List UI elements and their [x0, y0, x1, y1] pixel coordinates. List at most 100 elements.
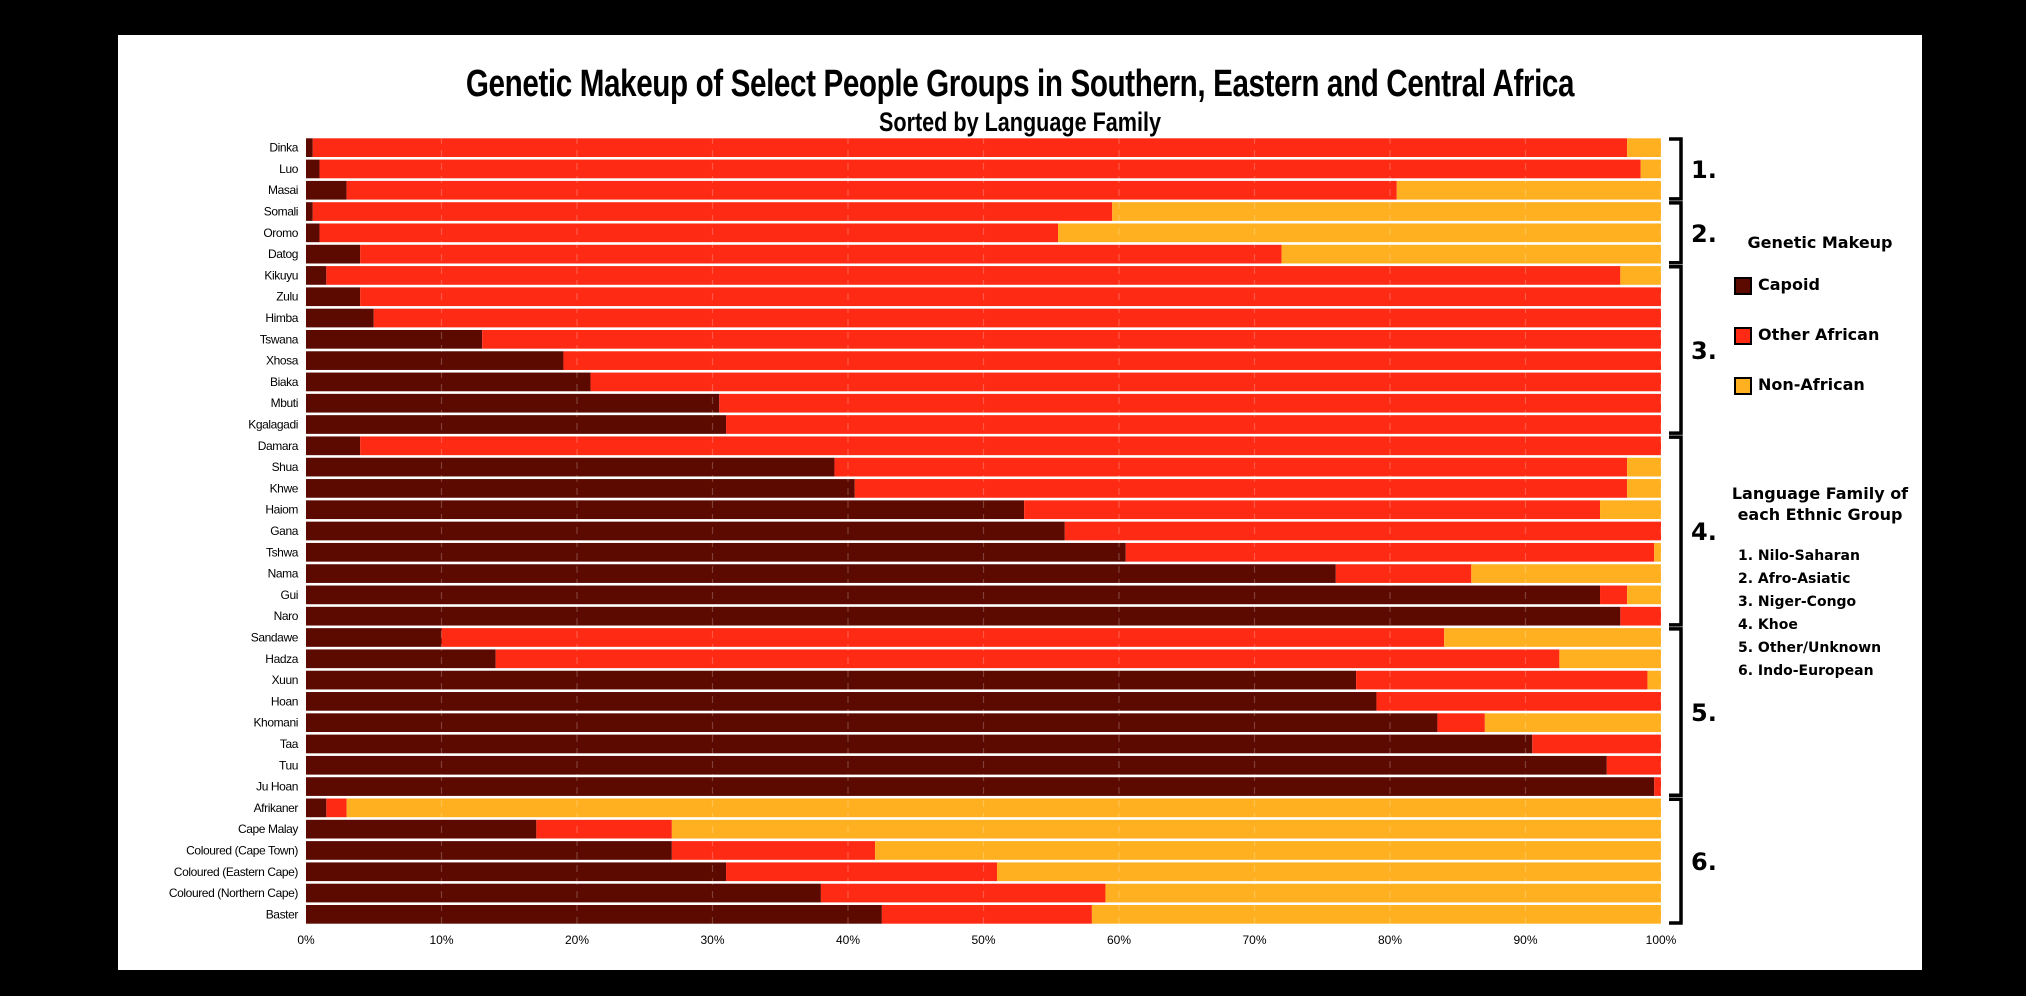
bar-other-african-luo [319, 159, 1641, 179]
bar-other-african-kgalagadi [726, 415, 1661, 434]
chart-title: Genetic Makeup of Select People Groups i… [465, 63, 1575, 105]
bar-non-african-gui [1627, 585, 1661, 605]
bar-capoid-coloured-eastern-cape [306, 862, 727, 882]
category-label: Luo [279, 162, 299, 176]
bar-other-african-tshwa [1125, 542, 1655, 562]
category-label: Oromo [263, 226, 298, 240]
category-label: Nama [268, 567, 299, 581]
bar-other-african-ju-hoan [1654, 777, 1661, 796]
x-tick-label: 50% [971, 933, 995, 947]
bar-other-african-himba [373, 308, 1661, 328]
bar-capoid-taa [306, 734, 1533, 754]
category-label: Baster [266, 907, 299, 921]
bar-other-african-shua [834, 457, 1628, 477]
category-label: Mbuti [271, 396, 298, 410]
group-bracket [1669, 627, 1683, 797]
bar-non-african-dinka [1627, 138, 1661, 157]
bar-non-african-cape-malay [671, 819, 1661, 839]
category-label: Taa [280, 737, 299, 751]
category-label: Khwe [270, 481, 299, 495]
group-bracket [1669, 201, 1683, 265]
bar-non-african-haiom [1600, 500, 1661, 520]
bar-capoid-masai [306, 180, 347, 200]
bar-other-african-coloured-eastern-cape [726, 862, 998, 882]
bar-capoid-zulu [306, 287, 361, 307]
bar-non-african-datog [1281, 244, 1661, 264]
x-tick-label: 80% [1378, 933, 1402, 947]
bar-capoid-shua [306, 457, 835, 477]
bar-non-african-khwe [1627, 479, 1661, 498]
category-label: Sandawe [251, 630, 299, 644]
bar-capoid-baster [306, 905, 882, 924]
stacked-bar-chart: Dinka Luo Masai Somali Oromo Datog Kikuyu Zulu H… [169, 137, 1717, 947]
bar-capoid-biaka [306, 372, 591, 392]
bar-other-african-taa [1532, 734, 1661, 754]
legend-item-non-african: Non-African [1734, 375, 1865, 395]
bar-non-african-nama [1471, 564, 1661, 583]
bar-capoid-xhosa [306, 351, 564, 370]
x-tick-label: 10% [429, 933, 453, 947]
category-label: Gui [281, 588, 298, 602]
category-label: Biaka [270, 375, 299, 389]
bar-other-african-biaka [590, 372, 1661, 392]
bar-other-african-xuun [1356, 670, 1648, 690]
bar-other-african-khwe [854, 479, 1628, 498]
bar-other-african-dinka [312, 138, 1628, 157]
bar-capoid-khomani [306, 713, 1438, 733]
bar-other-african-hadza [495, 649, 1560, 669]
category-label: Masai [268, 183, 298, 197]
bar-other-african-naro [1620, 606, 1661, 626]
bar-other-african-zulu [360, 287, 1662, 307]
bar-other-african-hoan [1376, 692, 1661, 711]
bar-capoid-gana [306, 521, 1065, 541]
language-family-item: 2. Afro-Asiatic [1738, 571, 1851, 587]
bar-non-african-hadza [1559, 649, 1661, 669]
bar-non-african-oromo [1058, 223, 1661, 243]
x-tick-label: 40% [836, 933, 860, 947]
bar-non-african-khomani [1484, 713, 1661, 733]
bar-other-african-kikuyu [326, 266, 1621, 285]
category-label: Datog [268, 247, 298, 261]
group-bracket-label: 4. [1691, 518, 1717, 546]
bar-capoid-afrikaner [306, 798, 327, 818]
bar-non-african-xuun [1647, 670, 1661, 690]
bar-capoid-oromo [306, 223, 320, 243]
x-tick-label: 70% [1242, 933, 1266, 947]
bar-non-african-afrikaner [346, 798, 1661, 818]
category-label: Khomani [253, 716, 298, 730]
bar-non-african-coloured-northern-cape [1105, 883, 1661, 903]
group-bracket [1669, 265, 1683, 435]
bar-capoid-luo [306, 159, 320, 179]
bar-capoid-dinka [306, 138, 313, 157]
bar-capoid-mbuti [306, 393, 720, 413]
bar-other-african-coloured-northern-cape [820, 883, 1106, 903]
bar-other-african-baster [881, 905, 1092, 924]
bar-capoid-tshwa [306, 542, 1126, 562]
bar-capoid-damara [306, 436, 361, 456]
bar-capoid-xuun [306, 670, 1357, 690]
bar-non-african-luo [1640, 159, 1661, 179]
bar-other-african-khomani [1437, 713, 1485, 733]
bar-capoid-coloured-northern-cape [306, 883, 821, 903]
bar-other-african-haiom [1024, 500, 1601, 520]
group-bracket [1669, 797, 1683, 925]
bar-non-african-sandawe [1444, 628, 1661, 647]
bar-other-african-mbuti [719, 393, 1661, 413]
bar-capoid-haiom [306, 500, 1025, 520]
group-bracket-label: 5. [1691, 699, 1717, 727]
bar-capoid-coloured-cape-town [306, 841, 672, 860]
bar-capoid-cape-malay [306, 819, 537, 839]
bar-capoid-tuu [306, 755, 1607, 775]
category-label: Tshwa [266, 545, 299, 559]
language-family-item: 3. Niger-Congo [1738, 594, 1857, 610]
bar-capoid-khwe [306, 479, 855, 498]
chart-panel: Genetic Makeup of Select People Groups i… [118, 35, 1922, 970]
chart-subtitle: Sorted by Language Family [878, 107, 1162, 137]
legend-item-capoid: Capoid [1734, 275, 1820, 295]
x-tick-label: 20% [565, 933, 589, 947]
legend-label-non-african: Non-African [1758, 375, 1865, 394]
category-label: Cape Malay [238, 822, 298, 836]
bar-capoid-kgalagadi [306, 415, 727, 434]
language-legend-title-line2: each Ethnic Group [1737, 505, 1903, 524]
category-label: Coloured (Cape Town) [186, 843, 298, 857]
